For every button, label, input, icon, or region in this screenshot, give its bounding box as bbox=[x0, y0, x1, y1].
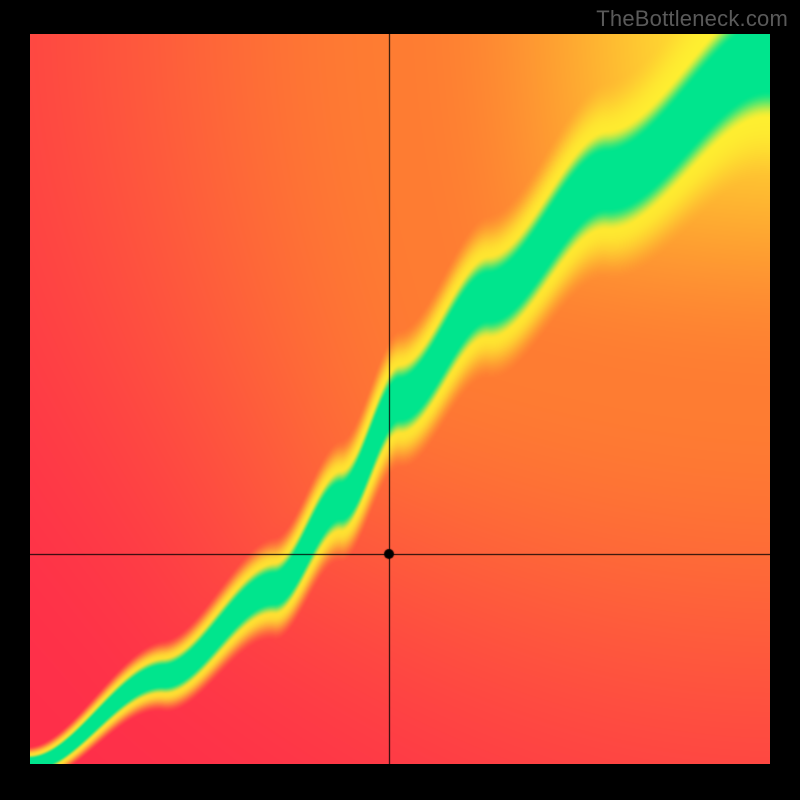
chart-container: TheBottleneck.com bbox=[0, 0, 800, 800]
heatmap-canvas bbox=[30, 34, 770, 764]
watermark-text: TheBottleneck.com bbox=[596, 6, 788, 32]
chart-frame bbox=[0, 0, 800, 800]
